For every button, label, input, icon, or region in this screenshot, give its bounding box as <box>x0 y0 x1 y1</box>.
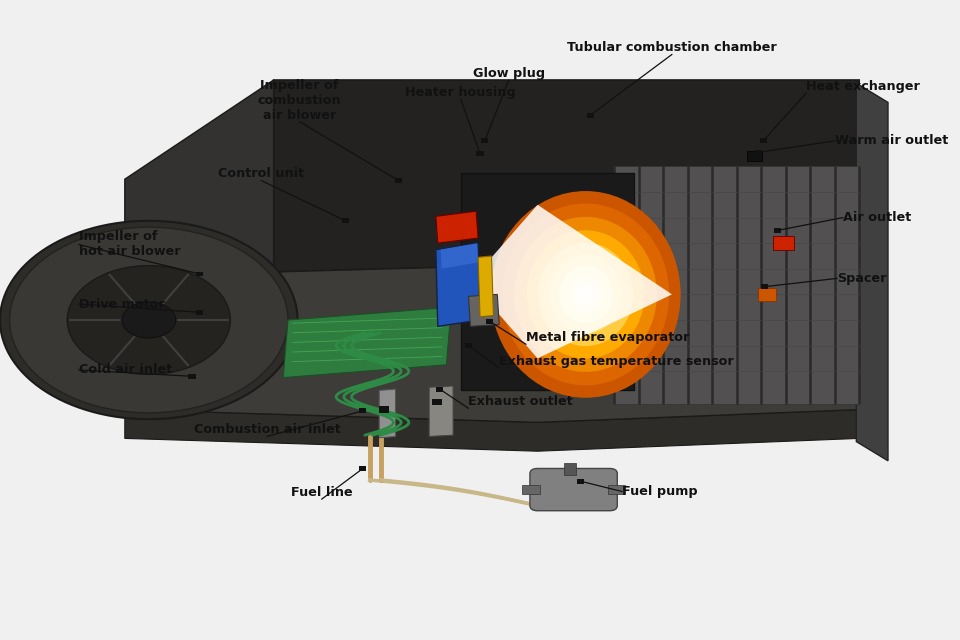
Bar <box>759 138 767 143</box>
Polygon shape <box>125 80 274 365</box>
Polygon shape <box>436 211 478 243</box>
Bar <box>758 288 776 301</box>
Bar <box>432 399 442 405</box>
Bar <box>395 178 402 183</box>
Polygon shape <box>125 256 859 422</box>
Bar <box>476 151 484 156</box>
Text: Combustion air inlet: Combustion air inlet <box>194 424 340 436</box>
Bar <box>577 479 585 484</box>
Text: Glow plug: Glow plug <box>472 67 545 80</box>
Polygon shape <box>274 80 859 272</box>
Polygon shape <box>10 227 288 413</box>
Ellipse shape <box>491 191 681 397</box>
Polygon shape <box>468 294 499 326</box>
Polygon shape <box>470 205 672 358</box>
Bar <box>481 138 489 143</box>
Bar <box>188 374 196 379</box>
Text: Tubular combustion chamber: Tubular combustion chamber <box>567 42 777 54</box>
Polygon shape <box>614 166 859 404</box>
Bar <box>522 485 540 494</box>
Polygon shape <box>67 266 230 374</box>
FancyBboxPatch shape <box>530 468 617 511</box>
Text: Fuel line: Fuel line <box>291 486 352 499</box>
Bar <box>774 228 781 233</box>
Polygon shape <box>436 243 480 326</box>
Ellipse shape <box>539 243 634 346</box>
Polygon shape <box>0 221 298 419</box>
Polygon shape <box>429 386 453 436</box>
Text: Heater housing: Heater housing <box>405 86 516 99</box>
Text: Drive motor: Drive motor <box>79 298 164 310</box>
Text: Impeller of
hot air blower: Impeller of hot air blower <box>79 230 180 259</box>
Ellipse shape <box>549 255 622 333</box>
Polygon shape <box>379 389 396 438</box>
Text: Impeller of
combustion
air blower: Impeller of combustion air blower <box>257 79 342 122</box>
Polygon shape <box>461 173 634 390</box>
Polygon shape <box>478 256 493 317</box>
Ellipse shape <box>559 266 612 323</box>
Bar <box>760 284 768 289</box>
Polygon shape <box>125 410 859 451</box>
Bar <box>465 343 472 348</box>
Polygon shape <box>441 243 478 269</box>
Ellipse shape <box>502 204 669 385</box>
Polygon shape <box>856 83 888 461</box>
Text: Cold air inlet: Cold air inlet <box>79 364 172 376</box>
Bar <box>608 485 625 494</box>
Polygon shape <box>122 302 176 338</box>
Bar <box>196 310 204 315</box>
Polygon shape <box>283 307 451 378</box>
Bar <box>564 463 576 475</box>
Bar <box>486 319 493 324</box>
Bar <box>747 151 762 161</box>
Bar <box>773 236 794 250</box>
Ellipse shape <box>568 276 603 313</box>
Bar <box>196 271 204 276</box>
Text: Warm air outlet: Warm air outlet <box>835 134 948 147</box>
Ellipse shape <box>515 217 657 372</box>
Bar <box>359 408 367 413</box>
Bar <box>342 218 349 223</box>
Text: Fuel pump: Fuel pump <box>622 485 698 498</box>
Ellipse shape <box>527 230 644 358</box>
Bar <box>359 466 367 471</box>
Text: Exhaust outlet: Exhaust outlet <box>468 396 573 408</box>
Text: Control unit: Control unit <box>218 168 304 180</box>
Text: Heat exchanger: Heat exchanger <box>806 80 921 93</box>
Bar <box>755 150 762 155</box>
Bar <box>379 406 389 413</box>
Text: Exhaust gas temperature sensor: Exhaust gas temperature sensor <box>499 355 734 368</box>
Ellipse shape <box>576 284 595 305</box>
Text: Metal fibre evaporator: Metal fibre evaporator <box>526 332 689 344</box>
Text: Air outlet: Air outlet <box>843 211 911 224</box>
Bar <box>436 387 444 392</box>
Bar <box>587 113 594 118</box>
Text: Spacer: Spacer <box>837 272 887 285</box>
